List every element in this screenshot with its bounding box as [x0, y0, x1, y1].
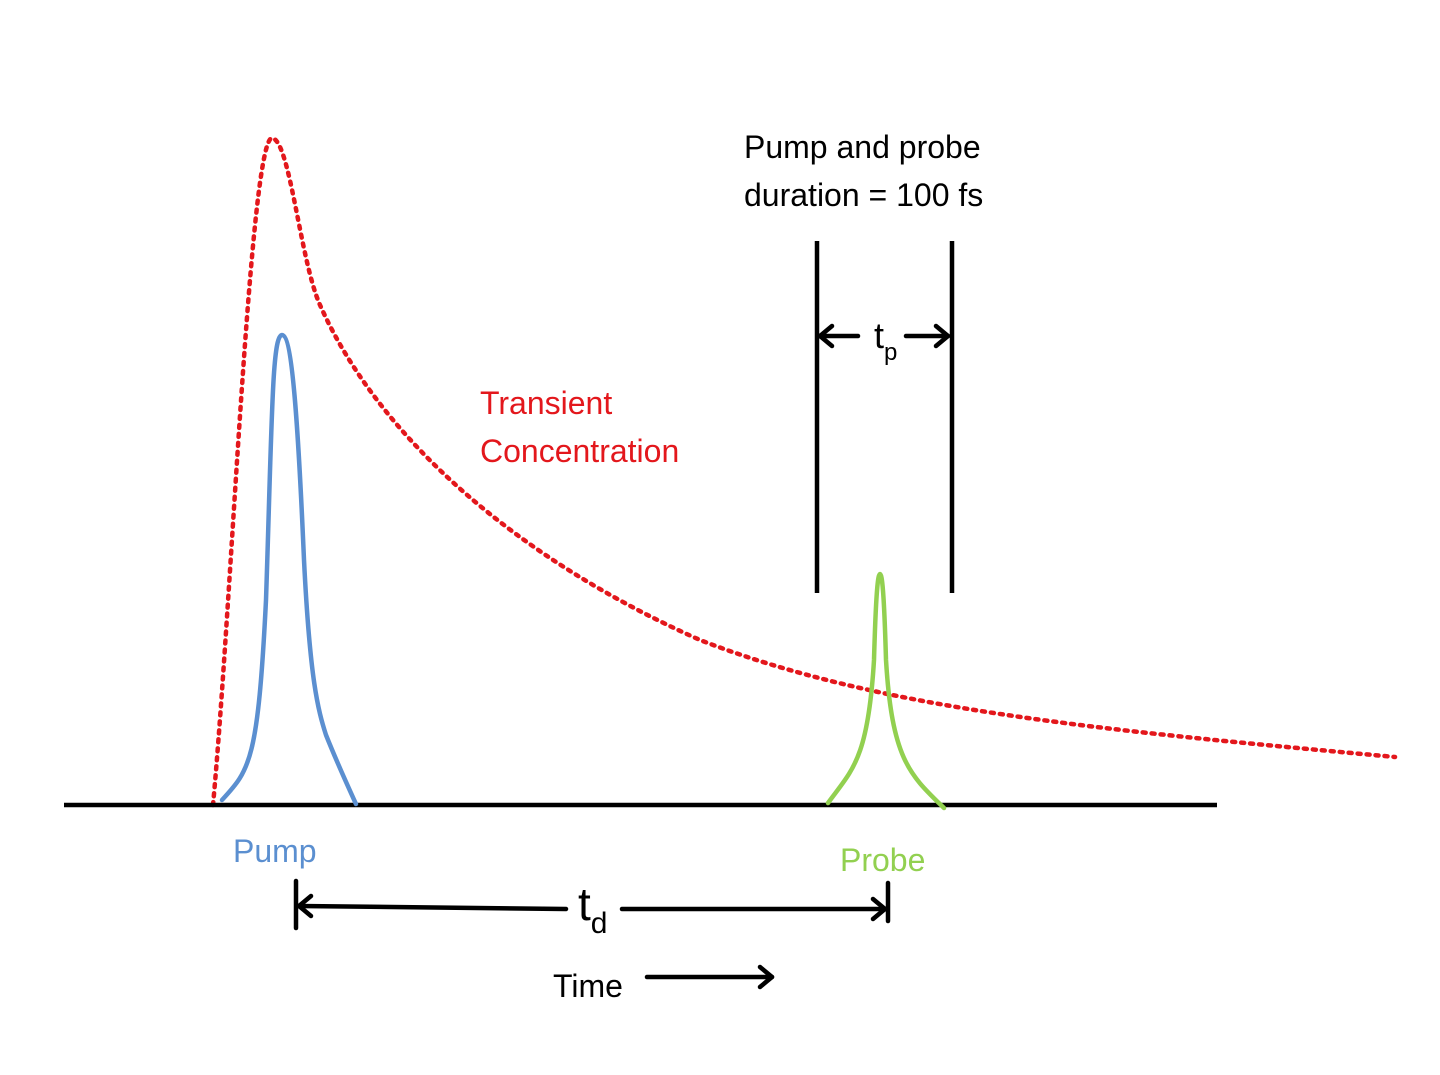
td-label: td: [578, 878, 607, 940]
tp-main: t: [874, 315, 884, 356]
tp-subscript: p: [884, 339, 897, 366]
pump-pulse: [219, 332, 359, 807]
probe-pulse: [825, 571, 947, 811]
duration-label-line2: duration = 100 fs: [744, 177, 983, 213]
transient-concentration-curve: [210, 135, 1398, 808]
tp-label: tp: [874, 315, 897, 366]
duration-label-line1: Pump and probe: [744, 129, 981, 165]
td-main: t: [578, 878, 591, 930]
transient-label-line1: Transient: [480, 385, 612, 421]
td-arrow: [293, 878, 891, 931]
tp-arrow: [817, 323, 951, 349]
time-arrow: [644, 964, 775, 990]
td-subscript: d: [591, 907, 608, 940]
time-label: Time: [553, 968, 623, 1004]
transient-label-line2: Concentration: [480, 433, 679, 469]
probe-label: Probe: [840, 842, 925, 878]
pump-label: Pump: [233, 833, 317, 869]
